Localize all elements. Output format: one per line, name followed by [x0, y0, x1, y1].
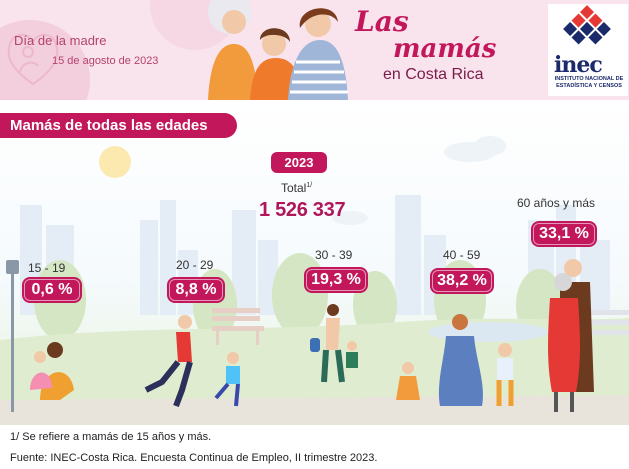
age-label-40-59: 40 - 59 [443, 248, 481, 262]
total-label: Total1/ [281, 181, 312, 195]
logo-wordmark: inec [554, 52, 603, 78]
header-banner: Día de la madre 15 de agosto de 2023 Las… [0, 0, 629, 100]
percent-badge-40-59: 38,2 % [430, 268, 494, 294]
inec-logo: inec INSTITUTO NACIONAL DE ESTADÍSTICA Y… [548, 4, 628, 96]
inec-logo-mark [562, 4, 612, 45]
percent-badge-30-39: 19,3 % [304, 267, 368, 293]
header-subtitle: en Costa Rica [383, 66, 484, 83]
park-scene [0, 100, 629, 425]
footnote-marker: 1/ [306, 182, 313, 189]
age-label-20-29: 20 - 29 [176, 258, 214, 272]
total-value: 1 526 337 [259, 199, 346, 221]
age-label-60-plus: 60 años y más [517, 196, 596, 210]
title-line1: Las [355, 5, 409, 38]
footnote: 1/ Se refiere a mamás de 15 años y más. [10, 431, 212, 443]
percent-badge-60-plus: 33,1 % [531, 221, 597, 247]
age-label-15-19: 15 - 19 [28, 261, 66, 275]
heart-mother-icon [7, 33, 59, 86]
percent-badge-20-29: 8,8 % [167, 277, 225, 303]
logo-subtitle-2: ESTADÍSTICA Y CENSOS [556, 83, 622, 89]
source-note: Fuente: INEC-Costa Rica. Encuesta Contin… [10, 452, 378, 464]
family-illustration [208, 0, 348, 100]
age-label-30-39: 30 - 39 [315, 248, 353, 262]
logo-subtitle-1: INSTITUTO NACIONAL DE [554, 76, 624, 82]
total-label-text: Total [281, 181, 307, 195]
percent-badge-15-19: 0,6 % [22, 277, 82, 303]
footer [0, 425, 629, 469]
year-badge: 2023 [271, 152, 327, 173]
header-date: 15 de agosto de 2023 [52, 55, 159, 67]
section-title: Mamás de todas las edades [0, 113, 237, 138]
title-line2: mamás [393, 34, 497, 64]
header-occasion: Día de la madre [14, 33, 107, 48]
park-illustration [0, 136, 629, 425]
